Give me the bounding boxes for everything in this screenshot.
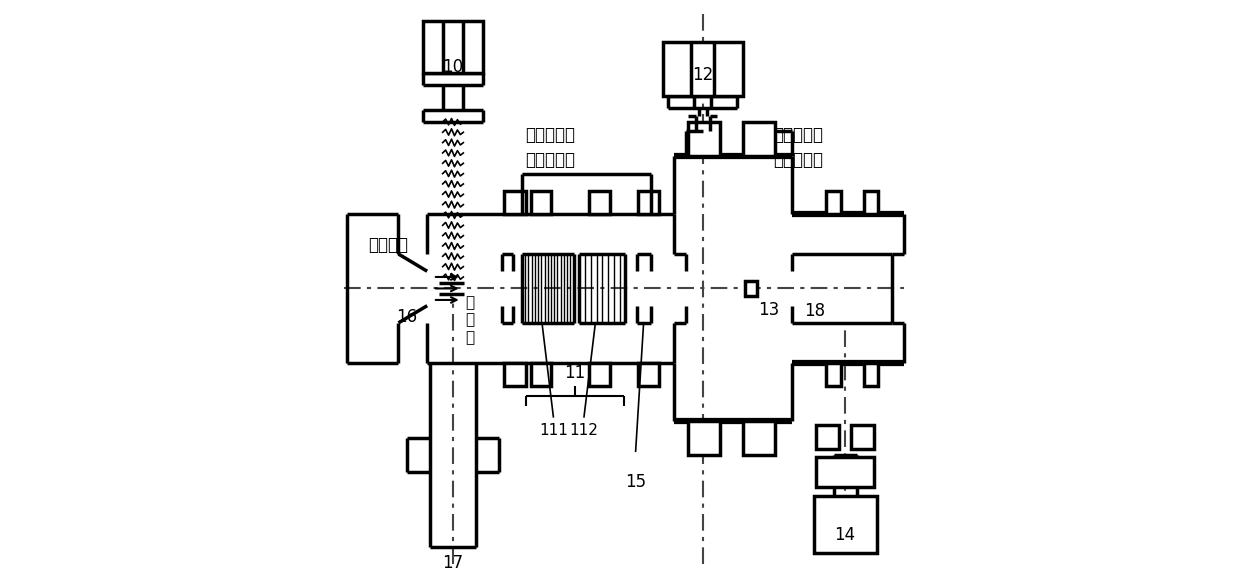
Text: 14: 14 — [835, 527, 856, 544]
Bar — [817, 457, 873, 487]
Bar — [826, 363, 840, 386]
Text: 第二级差分
抽气子系统: 第二级差分 抽气子系统 — [773, 127, 824, 169]
Bar — [530, 191, 551, 214]
Bar — [589, 191, 610, 214]
Bar — [530, 363, 551, 386]
Bar — [503, 363, 527, 386]
Bar — [743, 421, 774, 455]
Text: 13: 13 — [758, 301, 779, 318]
Text: 第一级差分
抽气子系统: 第一级差分 抽气子系统 — [525, 127, 576, 169]
Bar — [638, 191, 659, 214]
Bar — [814, 497, 877, 553]
Text: 112: 112 — [570, 423, 598, 438]
Bar — [826, 191, 840, 214]
Text: 原
子
束: 原 子 束 — [466, 295, 475, 345]
Bar — [663, 42, 743, 96]
Bar — [424, 21, 483, 73]
Text: 10: 10 — [442, 58, 463, 76]
Bar — [743, 122, 774, 157]
Bar — [745, 281, 757, 296]
Text: 12: 12 — [693, 66, 714, 84]
Bar — [503, 191, 527, 214]
Text: 18: 18 — [804, 302, 825, 320]
Bar — [864, 191, 878, 214]
Bar — [589, 363, 610, 386]
Text: 17: 17 — [442, 554, 463, 572]
Text: 11: 11 — [565, 364, 586, 382]
Text: 111: 111 — [539, 423, 567, 438]
Bar — [817, 425, 839, 449]
Text: 15: 15 — [626, 473, 647, 491]
Bar — [689, 122, 720, 157]
Bar — [638, 363, 659, 386]
Bar — [689, 421, 720, 455]
Text: 等离子体: 等离子体 — [368, 236, 408, 254]
Bar — [864, 363, 878, 386]
Text: 16: 16 — [396, 308, 418, 326]
Bar — [851, 425, 873, 449]
